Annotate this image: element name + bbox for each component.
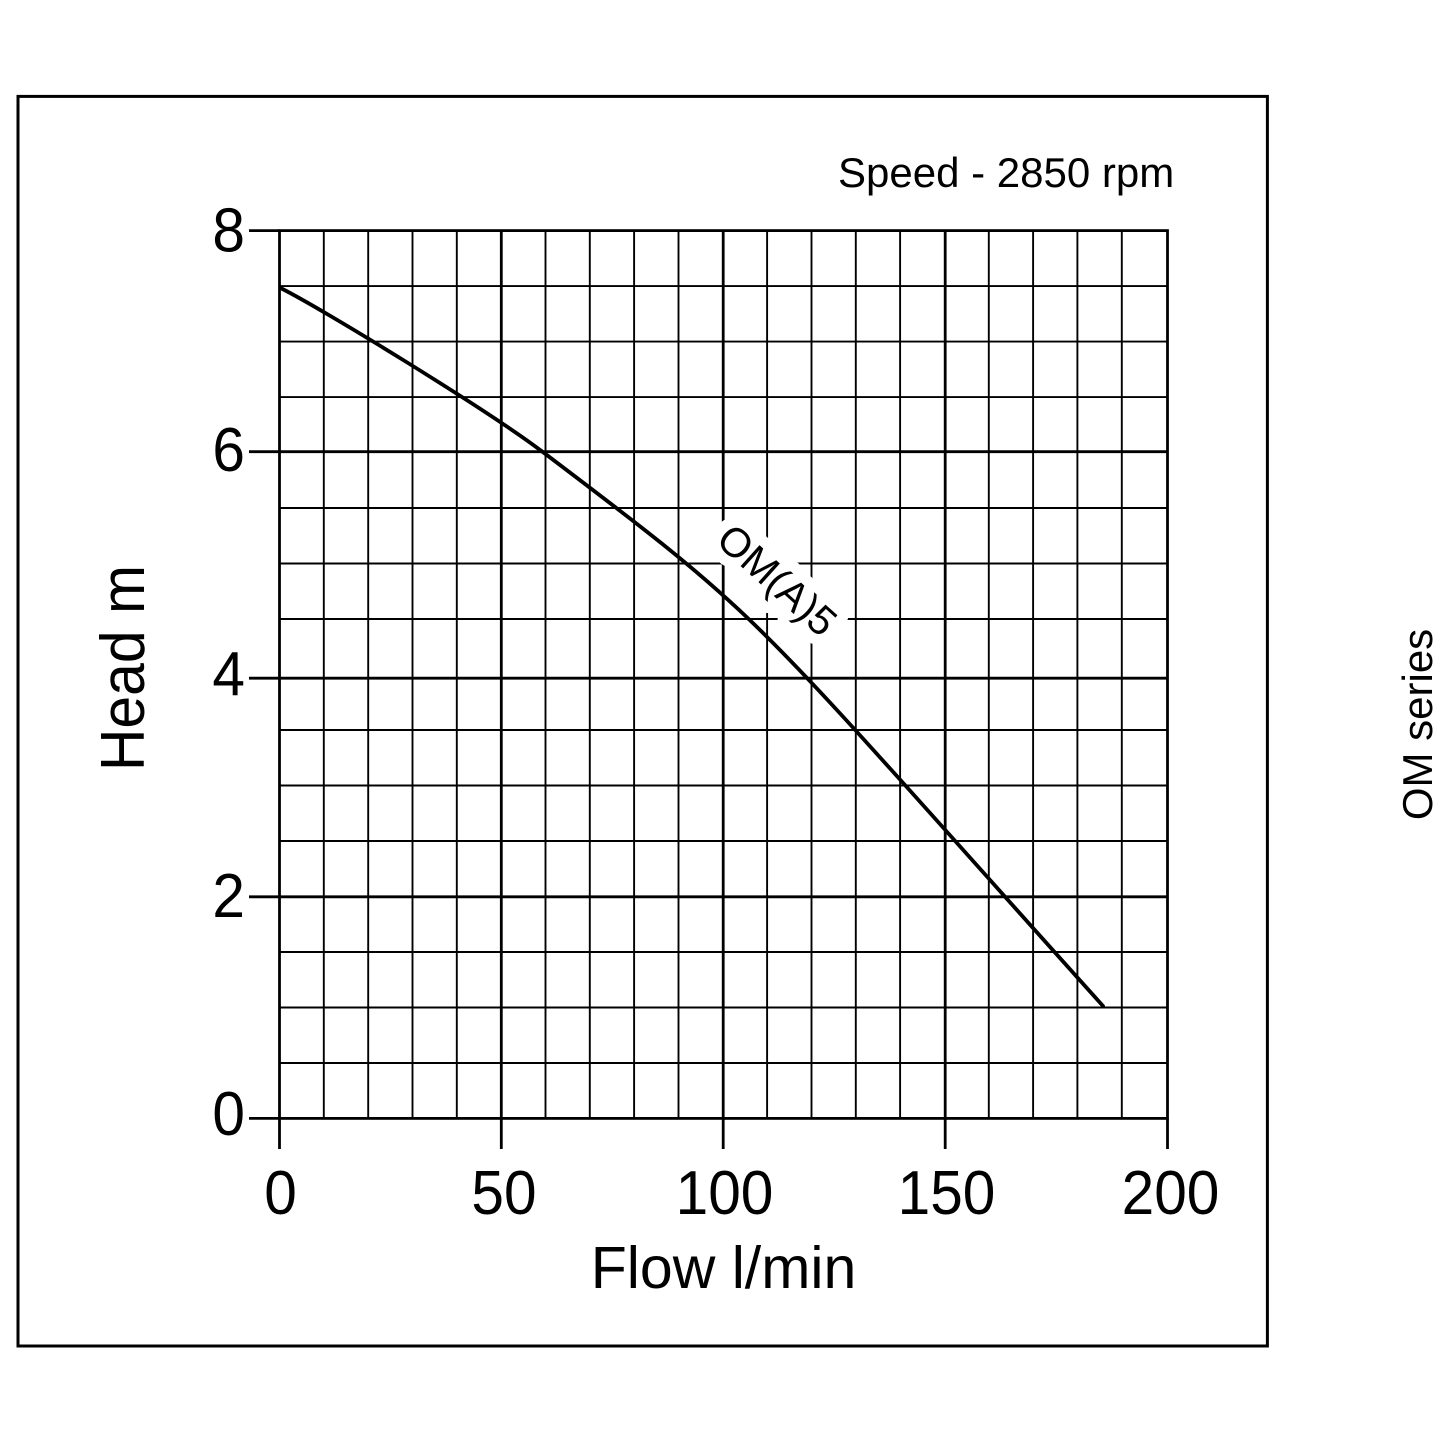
svg-text:150: 150 — [898, 1157, 996, 1227]
svg-text:2: 2 — [212, 860, 245, 930]
svg-text:8: 8 — [212, 195, 245, 265]
svg-text:Flow l/min: Flow l/min — [591, 1235, 857, 1301]
svg-text:0: 0 — [212, 1078, 245, 1148]
svg-text:Head m: Head m — [88, 565, 158, 771]
svg-text:100: 100 — [676, 1157, 774, 1227]
svg-text:4: 4 — [212, 638, 245, 708]
svg-text:50: 50 — [471, 1157, 536, 1227]
svg-text:6: 6 — [212, 414, 245, 484]
svg-text:Speed - 2850 rpm: Speed - 2850 rpm — [838, 149, 1174, 196]
svg-text:OM series: OM series — [1394, 629, 1441, 820]
svg-text:0: 0 — [264, 1157, 297, 1227]
svg-text:200: 200 — [1122, 1157, 1220, 1227]
